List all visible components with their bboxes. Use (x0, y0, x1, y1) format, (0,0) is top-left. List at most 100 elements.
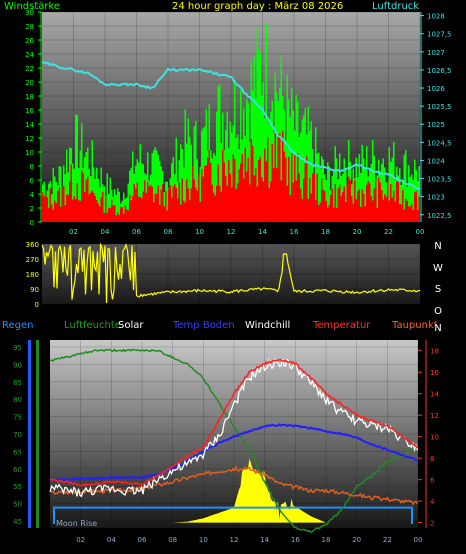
x-tick-label: 16 (291, 536, 300, 544)
x-tick-label: 08 (164, 228, 173, 236)
average-bar (211, 184, 213, 222)
gust-bar (99, 187, 101, 222)
average-bar (330, 195, 332, 222)
gust-bar (118, 191, 120, 222)
gust-bar (220, 142, 222, 222)
average-bar (310, 193, 312, 222)
average-bar (90, 192, 92, 222)
gust-bar (328, 166, 330, 222)
wind-tick-label: 18 (25, 93, 34, 101)
gust-bar (91, 140, 93, 222)
average-bar (334, 184, 336, 222)
gust-bar (189, 136, 191, 222)
humidity-tick-label: 95 (13, 344, 22, 352)
moon-phase-bracket (53, 506, 413, 524)
gust-bar (409, 176, 411, 222)
x-tick-label: 06 (132, 228, 141, 236)
pressure-line (41, 61, 421, 191)
average-bar (304, 163, 306, 222)
pressure-tick-label: 1025 (427, 121, 445, 129)
humidity-tick-label: 60 (13, 466, 22, 474)
gust-bar (366, 146, 368, 222)
average-bar (373, 188, 375, 222)
average-bar (189, 200, 191, 222)
average-bar (112, 205, 114, 222)
gust-bar (79, 150, 81, 222)
temperature-tick-label: 2 (430, 520, 434, 528)
humidity-line (49, 348, 418, 534)
average-bar (102, 191, 104, 222)
wind-tick-label: 20 (25, 79, 34, 87)
average-bar (138, 196, 140, 222)
gust-bar (393, 141, 395, 222)
average-bar (400, 204, 402, 222)
average-bar (162, 184, 164, 222)
average-bar (130, 200, 132, 222)
legend-regen: Regen (2, 320, 34, 331)
average-bar (399, 204, 401, 222)
wind-tick-label: 28 (25, 23, 34, 31)
compass-label: N (434, 241, 441, 252)
average-bar (46, 197, 48, 222)
average-bar (180, 204, 182, 222)
gust-bar (300, 132, 302, 222)
average-bar (283, 151, 285, 222)
wind-tick-label: 12 (25, 135, 34, 143)
average-bar (321, 178, 323, 222)
x-tick-label: 18 (322, 536, 331, 544)
gust-bar (184, 109, 186, 222)
average-bar (370, 196, 372, 222)
average-bar (142, 191, 144, 222)
gust-bar (265, 24, 267, 223)
average-bar (213, 192, 215, 222)
pressure-tick-label: 1024,5 (427, 139, 452, 147)
average-bar (58, 187, 60, 222)
gust-bar (231, 132, 233, 222)
average-bar (382, 199, 384, 222)
average-bar (273, 168, 275, 222)
x-tick-label: 04 (101, 228, 110, 236)
wind-axis-title: Windstärke (4, 1, 61, 12)
wind-tick-label: 2 (30, 205, 34, 213)
gust-bar (193, 126, 195, 222)
average-bar (45, 194, 47, 222)
gust-bar (130, 167, 132, 222)
wind-tick-label: 0 (30, 219, 34, 227)
average-bar (88, 194, 90, 222)
average-bar (147, 182, 149, 222)
average-bar (237, 183, 239, 222)
average-bar (117, 212, 119, 222)
average-bar (166, 210, 168, 222)
average-bar (349, 180, 351, 222)
gust-bar (243, 108, 245, 222)
average-bar (259, 156, 261, 222)
average-bar (175, 187, 177, 222)
average-bar (271, 143, 273, 222)
average-bar (172, 186, 174, 222)
temperature-tick-label: 8 (430, 455, 434, 463)
legend-luftfeuchte: Luftfeuchte (64, 320, 121, 331)
average-bar (240, 163, 242, 222)
average-bar (291, 152, 293, 222)
gust-bar (180, 144, 182, 222)
gust-bar (115, 194, 117, 222)
gust-bar (195, 120, 197, 222)
gust-bar (132, 151, 134, 222)
average-bar (177, 198, 179, 222)
x-tick-label: 16 (290, 228, 299, 236)
average-bar (97, 203, 99, 222)
average-bar (103, 212, 105, 222)
average-bar (70, 164, 72, 222)
average-bar (214, 195, 216, 222)
average-bar (403, 209, 405, 222)
average-bar (358, 189, 360, 222)
pressure-tick-label: 1026,5 (427, 67, 452, 75)
gust-bar (96, 167, 98, 222)
average-bar (226, 185, 228, 222)
temperature-tick-label: 10 (430, 434, 439, 442)
gust-bar (292, 110, 294, 222)
average-bar (135, 188, 137, 222)
pressure-tick-label: 1023 (427, 194, 445, 202)
average-bar (232, 154, 234, 222)
gust-bar (253, 56, 255, 222)
